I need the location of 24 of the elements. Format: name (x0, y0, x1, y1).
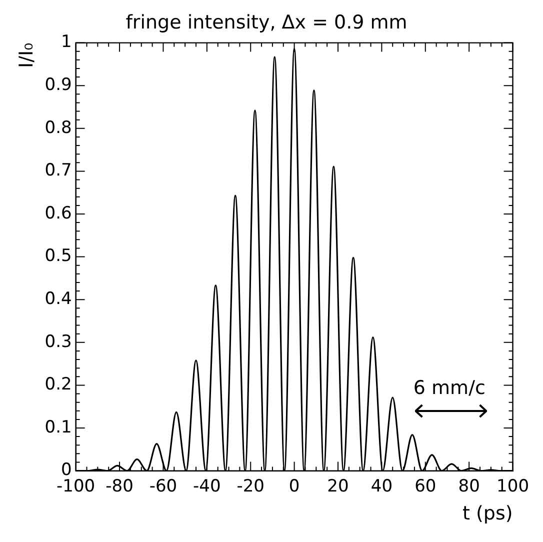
x-axis-title: t (ps) (462, 502, 513, 525)
y-axis-title: I/I₀ (15, 42, 38, 68)
x-tick-label: 80 (458, 476, 480, 496)
y-tick-label: 0.2 (44, 374, 72, 395)
y-tick-label: 0.1 (44, 417, 72, 438)
x-tick-label: 0 (288, 476, 300, 496)
x-tick-label: 100 (496, 476, 530, 496)
x-tick-label: 20 (327, 476, 349, 496)
x-tick-label: 40 (370, 476, 393, 496)
y-tick-label: 0.8 (44, 118, 72, 138)
y-tick-label: 0.4 (44, 289, 72, 310)
x-tick-label: -20 (236, 476, 264, 496)
y-tick-label: 1 (61, 32, 72, 52)
x-tick-label: -60 (149, 476, 178, 496)
x-tick-label: 60 (414, 476, 436, 496)
annotation: 6 mm/c (413, 376, 486, 399)
x-tick-label: -80 (106, 476, 134, 496)
x-tick-label: -40 (193, 476, 221, 496)
y-tick-label: 0.6 (44, 203, 72, 224)
y-tick-label: 0.3 (44, 332, 72, 352)
y-tick-label: 0.7 (44, 160, 72, 181)
y-tick-label: 0.9 (44, 75, 72, 96)
chart-title: fringe intensity, Δx = 0.9 mm (126, 11, 408, 34)
y-tick-label: 0.5 (44, 246, 72, 266)
